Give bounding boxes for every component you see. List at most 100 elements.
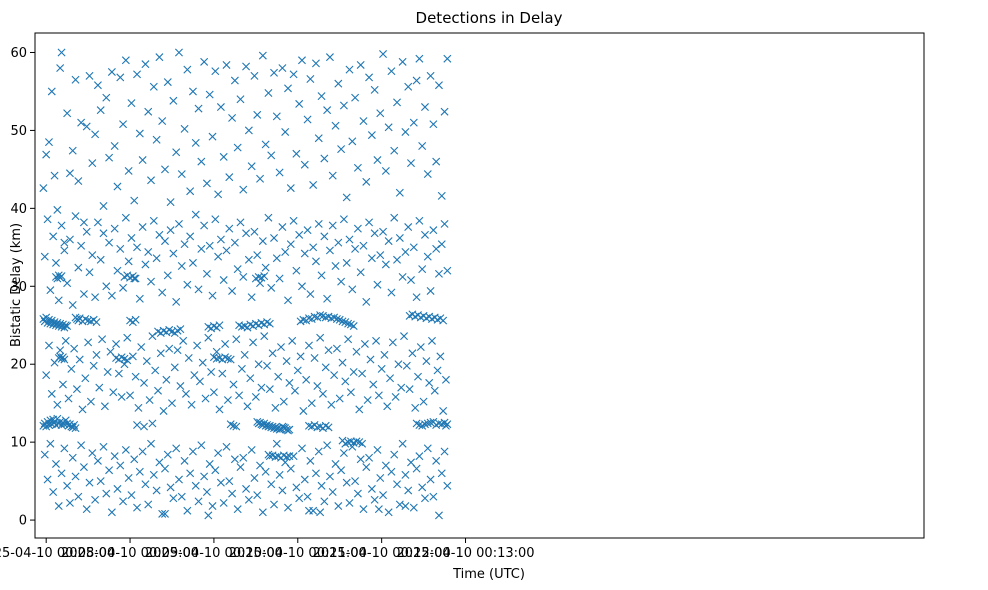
detection-point xyxy=(264,450,273,459)
detection-point xyxy=(216,478,225,487)
x-tick-label: 2025-04-10 00:13:00 xyxy=(396,546,534,561)
detection-point xyxy=(337,277,346,286)
detection-point xyxy=(188,447,197,456)
detection-point xyxy=(383,402,392,411)
detection-point xyxy=(365,453,374,462)
detection-point xyxy=(261,140,270,149)
detection-point xyxy=(188,258,197,267)
detection-point xyxy=(359,117,368,126)
detection-point xyxy=(261,467,270,476)
detection-point xyxy=(379,50,388,59)
detection-point xyxy=(409,118,418,127)
detection-point xyxy=(325,53,334,62)
detection-point xyxy=(376,251,385,260)
detection-point xyxy=(258,508,267,517)
detection-point xyxy=(191,481,200,490)
detection-point xyxy=(362,177,371,186)
detection-point xyxy=(278,64,287,73)
detection-point xyxy=(443,54,452,63)
detection-point xyxy=(311,59,320,68)
detection-point xyxy=(247,445,256,454)
detection-point xyxy=(284,503,292,512)
detection-point xyxy=(373,280,382,289)
detection-point xyxy=(390,146,399,155)
detection-point xyxy=(99,229,108,238)
detection-point xyxy=(110,224,119,233)
detection-point xyxy=(103,368,112,376)
detection-point xyxy=(56,64,65,73)
detection-point xyxy=(74,492,83,501)
detection-point xyxy=(205,90,214,99)
detection-point xyxy=(404,223,413,232)
detection-point xyxy=(418,483,427,492)
detection-point xyxy=(434,81,443,90)
detection-point xyxy=(352,437,361,446)
detection-point xyxy=(169,494,178,503)
detection-point xyxy=(79,218,88,227)
detection-point xyxy=(275,470,284,479)
detection-point xyxy=(316,333,325,342)
detection-point xyxy=(334,79,343,88)
detection-point xyxy=(362,297,371,306)
detection-point xyxy=(120,360,129,369)
detection-point xyxy=(318,389,327,398)
detection-point xyxy=(358,369,367,378)
detection-point xyxy=(113,484,122,493)
detection-point xyxy=(300,475,309,484)
detection-point xyxy=(202,488,211,497)
detection-point xyxy=(246,374,255,383)
detection-point xyxy=(242,484,251,493)
detection-point xyxy=(121,445,130,454)
detection-point xyxy=(244,126,253,135)
detection-point xyxy=(91,293,100,302)
detection-point xyxy=(228,489,237,498)
detection-point xyxy=(264,213,273,222)
detection-point xyxy=(401,502,410,511)
detection-point xyxy=(395,188,404,197)
detection-point xyxy=(253,251,262,260)
detection-point xyxy=(394,360,403,369)
detection-point xyxy=(68,146,77,155)
detection-point xyxy=(194,285,203,294)
detection-point xyxy=(386,374,395,383)
detection-point xyxy=(223,396,232,405)
detection-point xyxy=(380,350,389,359)
detection-point xyxy=(207,368,216,376)
detection-point xyxy=(244,495,253,504)
detection-point xyxy=(130,196,139,205)
detection-point xyxy=(270,68,279,77)
detection-point xyxy=(423,170,432,179)
detection-point xyxy=(297,444,306,453)
y-tick-label: 50 xyxy=(10,124,27,139)
detection-point xyxy=(429,226,438,235)
detection-point xyxy=(127,233,136,242)
detection-point xyxy=(124,257,133,266)
detection-point xyxy=(148,419,157,428)
detection-point xyxy=(335,394,344,403)
detection-point xyxy=(163,271,172,280)
detection-point xyxy=(289,70,298,79)
detection-point xyxy=(393,255,402,264)
detection-point xyxy=(418,265,427,274)
detection-point xyxy=(404,82,413,91)
detection-point xyxy=(176,325,185,334)
detection-point xyxy=(149,82,158,91)
detection-point xyxy=(256,174,265,183)
detection-point xyxy=(53,205,62,214)
detection-point xyxy=(54,296,63,305)
detection-point xyxy=(300,249,309,258)
detection-point xyxy=(173,346,182,355)
detection-point xyxy=(138,156,147,165)
detection-point xyxy=(339,215,348,224)
detection-point xyxy=(257,383,266,392)
detection-point xyxy=(172,297,181,306)
detection-point xyxy=(288,336,297,345)
detection-point xyxy=(200,221,209,230)
detection-point xyxy=(306,290,315,299)
detection-point xyxy=(215,405,224,414)
detection-point xyxy=(144,248,153,256)
detection-point xyxy=(183,65,192,74)
detection-point xyxy=(337,466,346,475)
detection-point xyxy=(307,399,316,408)
